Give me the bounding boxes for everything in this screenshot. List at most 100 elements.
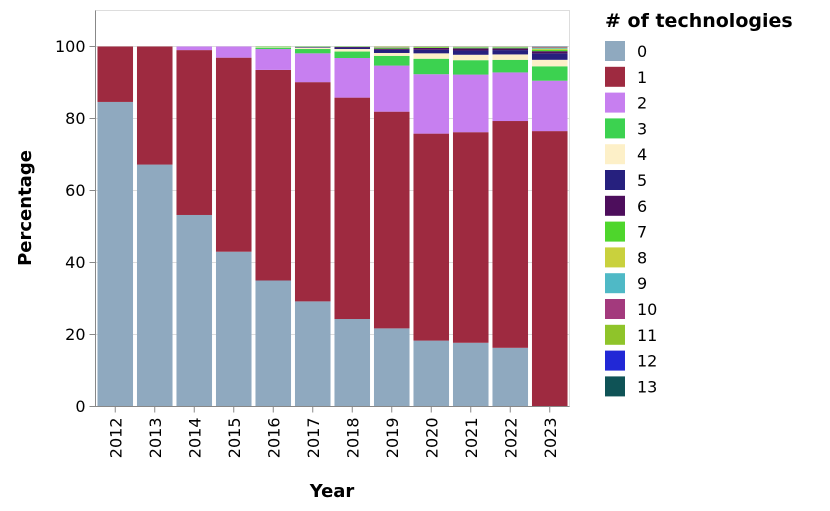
bar-2012-tech-0 [97,101,134,407]
bar-2015-tech-2 [215,46,252,58]
bar-2013-tech-1 [136,46,173,165]
legend-swatch-10 [605,299,625,319]
bar-2020-tech-3 [413,58,450,75]
bar-2021-tech-1 [452,132,489,343]
bar-2022-tech-6 [492,48,529,51]
bar-2022-tech-4 [492,54,529,60]
bar-2012-tech-1 [97,46,134,102]
x-tick-label: 2016 [264,418,283,459]
x-tick-label: 2014 [185,418,204,459]
legend-swatch-7 [605,221,625,242]
x-tick-label: 2020 [422,418,441,459]
x-tick-label: 2012 [106,418,125,459]
bar-2022-tech-1 [492,121,529,348]
bar-2019-tech-6 [373,48,410,50]
x-tick-label: 2015 [225,418,244,459]
bar-2020-tech-6 [413,47,450,50]
bar-2020-tech-5 [413,49,450,54]
y-tick-label: 20 [65,325,85,344]
bar-2017-tech-5 [294,46,331,48]
bar-2022-tech-7 [492,47,529,49]
bar-2023-tech-3 [531,66,568,81]
y-tick-label: 40 [65,253,85,272]
legend-swatch-2 [605,92,625,113]
x-tick-label: 2018 [343,418,362,459]
bar-2015-tech-0 [215,251,252,407]
x-tick-label: 2022 [501,418,520,459]
bar-2014-tech-2 [176,46,213,51]
bar-2016-tech-2 [255,49,292,70]
bar-2017-tech-3 [294,49,331,54]
bar-2013-tech-0 [136,164,173,407]
bar-2017-tech-0 [294,301,331,407]
bar-2023-tech-8 [531,48,568,50]
bar-2023-tech-2 [531,80,568,132]
bar-2017-tech-2 [294,53,331,83]
bar-2023-tech-5 [531,53,568,60]
legend-swatch-9 [605,273,625,294]
y-tick-label: 60 [65,181,85,200]
bar-2014-tech-0 [176,214,213,407]
legend-title: # of technologies [605,10,793,32]
bar-2023-tech-6 [531,51,568,54]
legend-swatch-8 [605,247,625,268]
y-tick-label: 100 [55,37,86,56]
bar-2019-tech-2 [373,65,410,112]
bar-2023-tech-9 [531,47,568,49]
bar-2018-tech-6 [334,46,371,48]
legend-label: 2 [637,94,647,113]
bar-2018-tech-2 [334,58,371,98]
bar-2021-tech-0 [452,342,489,407]
bar-2018-tech-4 [334,49,371,52]
bar-2019-tech-3 [373,55,410,66]
legend-label: 3 [637,119,647,138]
legend-swatch-5 [605,170,625,190]
legend-swatch-13 [605,376,625,397]
legend-label: 13 [637,377,657,396]
legend-swatch-3 [605,118,625,139]
bar-2018-tech-3 [334,51,371,59]
bar-2019-tech-7 [373,47,410,49]
bar-2023-tech-7 [531,49,568,52]
bar-2023-tech-1 [531,131,568,407]
bar-2022-tech-3 [492,59,529,73]
bar-2014-tech-1 [176,50,213,215]
legend-label: 1 [637,68,647,87]
legend-swatch-12 [605,350,625,371]
y-ticks: 0 20 40 60 80 100 [55,37,96,416]
x-tick-label: 2021 [462,418,481,459]
bar-2017-tech-4 [294,47,331,50]
x-tick-label: 2013 [146,418,165,459]
bar-2021-tech-4 [452,54,489,61]
bar-2016-tech-0 [255,280,292,407]
bar-2018-tech-1 [334,97,371,320]
bar-2019-tech-1 [373,111,410,329]
bar-2021-tech-6 [452,48,489,51]
axes [95,10,570,407]
bar-2021-tech-2 [452,74,489,133]
bar-2018-tech-0 [334,319,371,407]
bar-2021-tech-7 [452,47,489,49]
x-axis-title: Year [309,481,355,502]
bar-2021-tech-5 [452,50,489,55]
y-tick-label: 80 [65,109,85,128]
bar-2015-tech-1 [215,57,252,252]
bar-2022-tech-0 [492,347,529,407]
bar-2020-tech-2 [413,74,450,134]
x-tick-label: 2019 [383,418,402,459]
legend-swatch-1 [605,66,625,87]
legend-label: 5 [637,171,647,190]
bar-2016-tech-1 [255,69,292,281]
legend-label: 10 [637,300,657,319]
legend-label: 0 [637,42,647,61]
x-tick-label: 2017 [304,418,323,459]
legend-label: 8 [637,248,647,267]
legend-label: 7 [637,223,647,242]
x-ticks: 2012 2013 2014 2015 2016 2017 2018 2019 2020 2021… [106,406,560,459]
legend-swatch-11 [605,324,625,345]
bar-2020-tech-4 [413,53,450,59]
bar-2022-tech-5 [492,50,529,55]
bars [97,46,568,407]
bar-2021-tech-3 [452,60,489,75]
